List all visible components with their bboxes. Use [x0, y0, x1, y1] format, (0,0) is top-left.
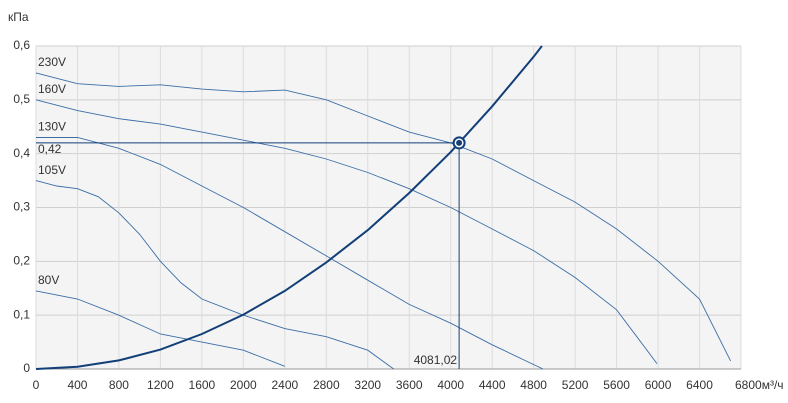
series-label: 160V — [38, 82, 66, 96]
operating-y-label: 0,42 — [38, 142, 62, 156]
y-axis-label: кПа — [8, 10, 29, 24]
fan-curve — [35, 99, 658, 364]
y-tick-label: 0,5 — [13, 92, 30, 106]
x-tick-label: 400 — [67, 378, 87, 392]
x-tick-label: 6000 — [645, 378, 672, 392]
series-label: 230V — [38, 55, 66, 69]
operating-x-label: 4081,02 — [414, 353, 458, 367]
x-tick-label: 4800 — [520, 378, 547, 392]
x-tick-label: 3600 — [396, 378, 423, 392]
system-curve — [35, 45, 543, 370]
x-tick-label: 0 — [33, 378, 40, 392]
x-tick-label: 5200 — [562, 378, 589, 392]
fan-curve — [35, 290, 285, 367]
x-tick-label: 6400 — [686, 378, 713, 392]
x-tick-label: 1200 — [147, 378, 174, 392]
series-label: 80V — [38, 273, 59, 287]
operating-point-dot — [456, 139, 463, 146]
x-tick-label: 6800м³/ч — [735, 378, 784, 392]
x-tick-label: 2000 — [230, 378, 257, 392]
series-label: 130V — [38, 120, 66, 134]
y-tick-label: 0 — [23, 361, 30, 375]
x-tick-label: 2400 — [271, 378, 298, 392]
x-tick-label: 1600 — [189, 378, 216, 392]
fan-curve — [35, 72, 732, 362]
x-tick-label: 4400 — [479, 378, 506, 392]
x-tick-label: 800 — [109, 378, 129, 392]
y-tick-label: 0,1 — [13, 307, 30, 321]
y-tick-label: 0,3 — [13, 200, 30, 214]
x-tick-label: 4000 — [437, 378, 464, 392]
y-tick-label: 0,4 — [13, 146, 30, 160]
x-tick-label: 3200 — [354, 378, 381, 392]
x-tick-label: 2800 — [313, 378, 340, 392]
fan-curve — [35, 180, 394, 370]
fan-curve — [36, 137, 544, 370]
y-tick-label: 0,2 — [13, 254, 30, 268]
y-tick-label: 0,6 — [13, 38, 30, 52]
x-tick-label: 5600 — [603, 378, 630, 392]
series-label: 105V — [38, 163, 66, 177]
